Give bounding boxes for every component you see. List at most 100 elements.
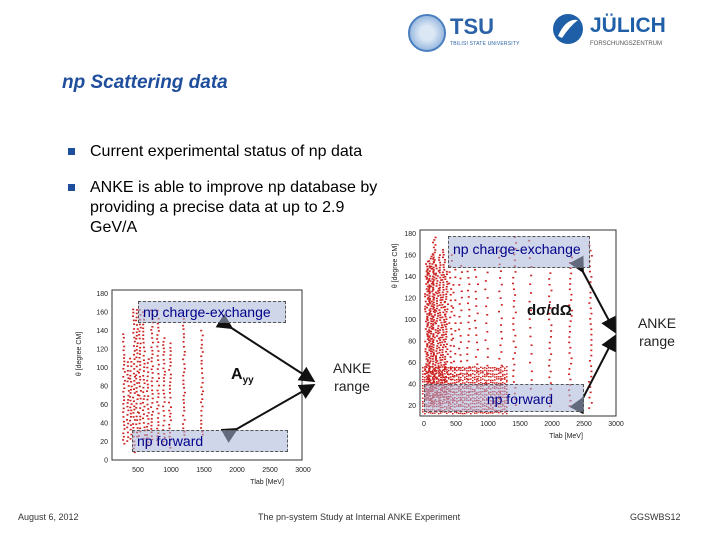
data-point bbox=[446, 376, 448, 379]
data-point bbox=[431, 370, 434, 373]
data-point bbox=[431, 340, 434, 343]
data-point bbox=[444, 380, 447, 383]
data-point bbox=[440, 370, 442, 372]
data-point bbox=[436, 360, 439, 362]
data-point bbox=[139, 415, 142, 418]
data-point bbox=[530, 370, 533, 373]
data-point bbox=[528, 300, 531, 303]
data-point bbox=[436, 305, 439, 307]
data-point bbox=[529, 326, 532, 329]
data-point bbox=[182, 394, 185, 397]
data-point bbox=[590, 365, 593, 367]
data-point bbox=[428, 345, 431, 347]
data-point bbox=[470, 373, 472, 376]
data-point bbox=[435, 282, 438, 285]
data-point bbox=[438, 366, 440, 368]
data-point bbox=[432, 273, 435, 275]
data-point bbox=[452, 284, 455, 286]
data-point bbox=[426, 381, 428, 383]
data-point bbox=[138, 323, 141, 326]
data-point bbox=[484, 375, 486, 378]
data-point bbox=[201, 405, 204, 408]
data-point bbox=[446, 373, 449, 376]
data-point bbox=[428, 377, 431, 380]
data-point bbox=[147, 408, 150, 410]
data-point bbox=[132, 353, 135, 356]
data-point bbox=[142, 391, 145, 393]
data-point bbox=[433, 336, 436, 339]
data-point bbox=[569, 378, 572, 381]
data-point bbox=[432, 371, 435, 374]
data-point bbox=[453, 360, 456, 363]
data-point bbox=[151, 353, 154, 356]
data-point bbox=[443, 269, 446, 271]
data-point bbox=[468, 375, 470, 377]
data-point bbox=[426, 334, 429, 336]
data-point bbox=[568, 336, 571, 338]
data-point bbox=[442, 366, 444, 368]
data-point bbox=[127, 436, 130, 438]
data-point bbox=[435, 302, 438, 305]
tsu-seal-icon bbox=[408, 14, 446, 52]
data-point bbox=[436, 280, 439, 282]
data-point bbox=[549, 370, 552, 373]
data-point bbox=[122, 333, 125, 336]
data-point bbox=[136, 370, 139, 373]
data-point bbox=[482, 378, 484, 380]
data-point bbox=[432, 298, 435, 300]
data-point bbox=[435, 350, 438, 352]
data-point bbox=[138, 371, 141, 374]
data-point bbox=[151, 365, 154, 368]
data-point bbox=[133, 340, 136, 343]
data-point bbox=[454, 372, 456, 374]
data-point bbox=[445, 273, 448, 276]
data-point bbox=[434, 291, 437, 294]
data-point bbox=[442, 254, 445, 256]
data-point bbox=[143, 395, 146, 397]
data-point bbox=[434, 236, 437, 239]
data-point bbox=[512, 282, 515, 285]
data-point bbox=[127, 394, 130, 397]
data-point bbox=[442, 376, 445, 379]
data-point bbox=[424, 412, 426, 415]
data-point bbox=[498, 310, 501, 313]
data-point bbox=[452, 373, 454, 376]
data-point bbox=[432, 284, 435, 286]
data-point bbox=[474, 327, 477, 329]
data-point bbox=[434, 361, 437, 364]
data-point bbox=[201, 398, 204, 400]
data-point bbox=[424, 310, 427, 313]
data-point bbox=[430, 412, 432, 414]
data-point bbox=[200, 423, 203, 425]
data-point bbox=[475, 298, 478, 300]
data-point bbox=[506, 366, 508, 368]
data-point bbox=[436, 317, 439, 320]
data-point bbox=[169, 377, 172, 380]
data-point bbox=[486, 364, 489, 367]
data-point bbox=[588, 270, 591, 273]
tsu-logo: TSU TBILISI STATE UNIVERSITY bbox=[408, 12, 533, 52]
data-point bbox=[492, 373, 494, 375]
data-point bbox=[132, 319, 135, 322]
data-point bbox=[548, 376, 551, 379]
data-point bbox=[437, 287, 440, 290]
data-point bbox=[432, 280, 435, 283]
data-point bbox=[182, 341, 185, 343]
data-point bbox=[500, 375, 502, 378]
data-point bbox=[136, 382, 139, 384]
data-point bbox=[123, 379, 126, 382]
data-point bbox=[442, 373, 444, 375]
data-point bbox=[431, 290, 434, 293]
data-point bbox=[439, 276, 442, 279]
data-point bbox=[428, 376, 430, 378]
data-point bbox=[428, 381, 430, 383]
data-point bbox=[514, 271, 517, 273]
data-point bbox=[435, 285, 438, 287]
data-point bbox=[434, 364, 437, 366]
data-point bbox=[589, 318, 592, 320]
data-point bbox=[432, 378, 434, 380]
data-point bbox=[424, 275, 427, 278]
data-point bbox=[123, 387, 126, 389]
data-point bbox=[486, 370, 488, 372]
data-point bbox=[548, 295, 551, 298]
